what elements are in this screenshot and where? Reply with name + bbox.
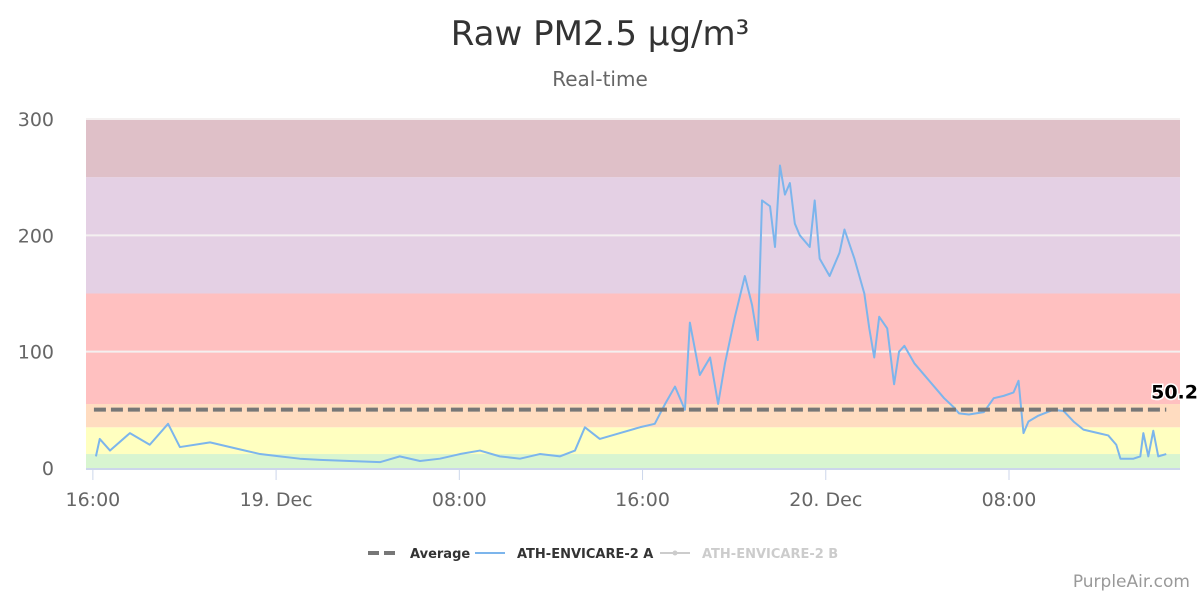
x-tick-label: 08:00: [432, 489, 487, 511]
legend-item-average[interactable]: Average: [410, 547, 470, 562]
credit-link[interactable]: PurpleAir.com: [1072, 572, 1190, 592]
y-tick-label: 200: [18, 225, 54, 247]
aqi-band: [86, 454, 1180, 468]
aqi-band: [86, 404, 1180, 428]
series-line-a: [94, 164, 1167, 464]
average-label: 50.2: [1151, 382, 1198, 404]
aqi-band: [86, 119, 1180, 178]
x-tick-label: 19. Dec: [240, 489, 313, 511]
y-tick-label: 300: [18, 109, 54, 131]
legend-item-series-b[interactable]: ATH-ENVICARE-2 B: [702, 547, 838, 562]
chart-subtitle: Real-time: [552, 67, 648, 91]
x-tick-label: 20. Dec: [789, 489, 862, 511]
x-tick-label: 16:00: [615, 489, 670, 511]
x-tick-label: 08:00: [982, 489, 1037, 511]
legend-series-b-marker: [672, 550, 678, 556]
chart-title: Raw PM2.5 µg/m³: [450, 14, 750, 54]
y-tick-label: 0: [42, 458, 54, 480]
y-tick-label: 100: [18, 342, 54, 364]
legend-item-series-a[interactable]: ATH-ENVICARE-2 A: [517, 547, 653, 562]
x-tick-label: 16:00: [65, 489, 120, 511]
aqi-band: [86, 427, 1180, 455]
aqi-band: [86, 293, 1180, 405]
